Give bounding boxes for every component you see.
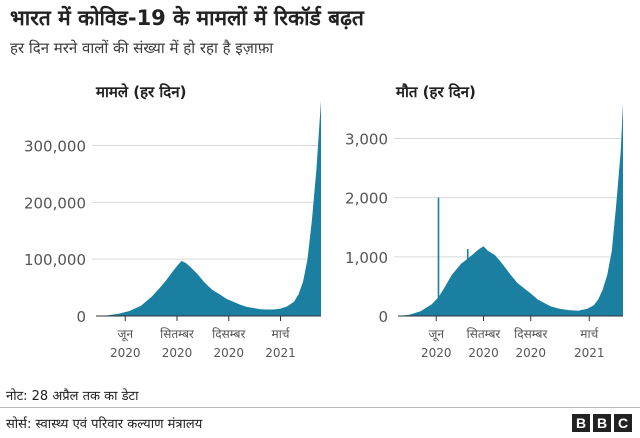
covid-charts: 0 100,000 200,000 300,000 जून 2020 सितम्बर 2020… — [24, 100, 623, 360]
deaths-area-series — [398, 103, 623, 316]
footer-divider — [0, 407, 640, 408]
cases-xtick-month-0: जून — [117, 327, 133, 342]
deaths-xtick-year-2: 2020 — [515, 346, 546, 360]
deaths-xtick-year-3: 2021 — [574, 346, 605, 360]
deaths-panel-title: मौत (हर दिन) — [396, 83, 476, 101]
deaths-xtick-month-3: मार्च — [580, 327, 599, 341]
cases-ytick-label-3: 300,000 — [24, 137, 86, 155]
cases-xtick-year-2: 2020 — [213, 346, 244, 360]
deaths-xtick-month-0: जून — [428, 327, 444, 342]
cases-xtick-year-3: 2021 — [265, 346, 296, 360]
source-credit: सोर्स: स्वास्थ्य एवं परिवार कल्याण मंत्र… — [6, 417, 203, 432]
cases-chart-panel: 0 100,000 200,000 300,000 जून 2020 सितम्बर 2020… — [24, 100, 321, 360]
deaths-ytick-label-3: 3,000 — [345, 130, 388, 148]
bbc-logo-letter-3: C — [614, 414, 632, 432]
bbc-logo-letter-2: B — [593, 414, 611, 432]
chart-title: भारत में कोविड-19 के मामलों में रिकॉर्ड … — [10, 6, 364, 30]
chart-subtitle: हर दिन मरने वालों की संख्या में हो रहा ह… — [10, 39, 274, 57]
cases-xtick-year-0: 2020 — [110, 346, 141, 360]
cases-xtick-month-2: दिसम्बर — [212, 327, 246, 341]
deaths-chart-panel: 0 1,000 2,000 3,000 जून 2020 सितम्बर 2020 दिसम्ब… — [345, 103, 623, 360]
bbc-logo: B B C — [572, 414, 632, 432]
cases-ytick-label-2: 200,000 — [24, 194, 86, 212]
cases-xtick-year-1: 2020 — [162, 346, 193, 360]
deaths-xtick-year-0: 2020 — [421, 346, 452, 360]
deaths-xtick-year-1: 2020 — [468, 346, 499, 360]
deaths-ytick-label-2: 2,000 — [345, 190, 388, 208]
cases-area-series — [96, 100, 321, 316]
cases-ytick-label-1: 100,000 — [24, 251, 86, 269]
deaths-xtick-month-2: दिसम्बर — [514, 327, 548, 341]
bbc-logo-letter-1: B — [572, 414, 590, 432]
deaths-xtick-month-1: सितम्बर — [467, 327, 502, 341]
data-note: नोट: 28 अप्रैल तक का डेटा — [6, 389, 139, 404]
cases-xtick-month-1: सितम्बर — [160, 327, 195, 341]
deaths-ytick-label-1: 1,000 — [345, 249, 388, 267]
deaths-ytick-label-0: 0 — [378, 308, 388, 326]
cases-ytick-label-0: 0 — [76, 308, 86, 326]
cases-xtick-month-3: मार्च — [272, 327, 291, 341]
cases-panel-title: मामले (हर दिन) — [96, 83, 187, 101]
